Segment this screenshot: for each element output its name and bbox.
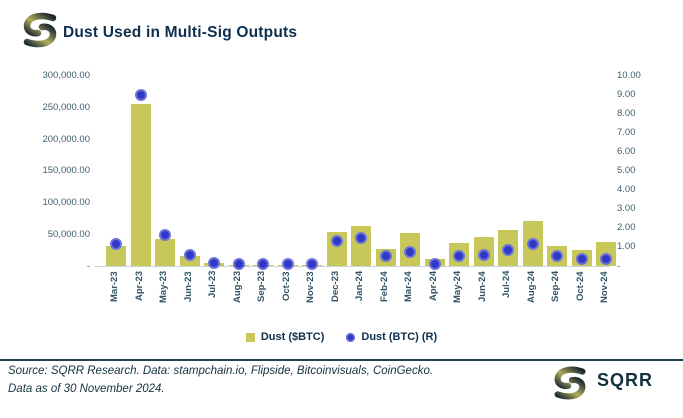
x-axis-label: Nov-23 [305,271,316,303]
left-axis-tick: - [86,260,90,272]
footer-divider [0,359,683,361]
x-axis-line [95,266,610,267]
legend-item-bars: Dust ($BTC) [245,331,325,343]
dot [404,245,416,258]
x-axis-label: May-23 [158,271,169,304]
right-axis-tick: 9.00 [617,89,636,101]
x-axis-label: Jul-24 [501,271,512,299]
left-axis-tick: 200,000.00 [42,133,90,145]
x-axis-label: Nov-24 [599,271,610,303]
dot [159,228,171,241]
dot [453,250,465,263]
dot [379,250,392,263]
dot [281,258,294,271]
sqrr-logo-icon [23,12,57,48]
brand-wordmark: SQRR [597,370,654,390]
dot [600,253,612,266]
dot [526,238,539,251]
right-axis-tick: 8.00 [617,108,636,120]
source-text: Source: SQRR Research. Data: stampchain.… [8,365,434,377]
dot [355,232,367,245]
dot [134,88,147,101]
legend-item-dots: Dust (BTC) (R) [346,331,437,343]
left-axis-tick: 250,000.00 [42,101,90,113]
x-axis-label: Sep-23 [256,271,267,303]
dot [306,258,318,271]
x-axis-label: Jul-23 [207,271,218,299]
right-axis-tick: 6.00 [617,146,636,158]
dot [502,243,514,256]
legend-bar-label: Dust ($BTC) [260,331,325,343]
right-axis-tick: 4.00 [617,184,636,196]
dot [232,258,245,271]
bar [106,245,126,266]
x-axis-label: Aug-24 [525,271,537,304]
x-axis-label: Feb-24 [378,271,390,302]
right-axis-tick: 7.00 [617,127,636,139]
dot [208,257,220,270]
x-axis-label: Apr-23 [133,271,145,302]
dot [551,250,563,263]
right-axis-tick: 1.00 [617,241,636,253]
page-title: Dust Used in Multi-Sig Outputs [63,24,298,41]
bar-swatch-icon [245,332,255,342]
x-axis-label: Mar-24 [403,271,414,302]
right-axis-tick: - [617,260,621,272]
right-axis-tick: 2.00 [617,222,636,234]
x-axis-label: Sep-24 [550,271,561,303]
x-axis-label: Oct-24 [574,271,586,301]
x-axis-label: May-24 [452,271,463,304]
right-axis-tick: 3.00 [617,203,636,215]
dot [477,248,490,261]
right-axis-tick: 5.00 [617,165,636,177]
left-axis-tick: 300,000.00 [42,70,90,81]
x-axis-label: Mar-23 [109,271,120,302]
legend-dot-label: Dust (BTC) (R) [361,331,438,343]
dot [428,258,441,271]
bar [155,238,175,266]
dot [110,238,122,251]
dot [330,235,343,248]
x-axis-label: Jun-24 [476,271,488,302]
left-axis-tick: 50,000.00 [47,228,90,240]
x-axis-label: Jan-24 [354,271,365,302]
as-of-date-text: Data as of 30 November 2024. [8,383,165,395]
right-axis-tick: 10.00 [617,70,641,81]
x-axis-label: Oct-23 [280,271,292,301]
bar [179,256,200,266]
dot [257,258,269,271]
left-axis-tick: 100,000.00 [42,197,90,208]
x-axis-label: Apr-24 [427,271,439,302]
dot [575,253,588,266]
left-axis-tick: 150,000.00 [42,165,90,177]
x-axis-label: Dec-23 [329,271,341,303]
chart-legend: Dust ($BTC) Dust (BTC) (R) [0,331,683,343]
dot [183,248,196,261]
x-axis-label: Jun-23 [182,271,194,302]
bar [130,104,151,266]
x-axis-label: Aug-23 [231,271,243,304]
sqrr-logo-icon [554,366,586,400]
dot-swatch-icon [346,332,356,342]
